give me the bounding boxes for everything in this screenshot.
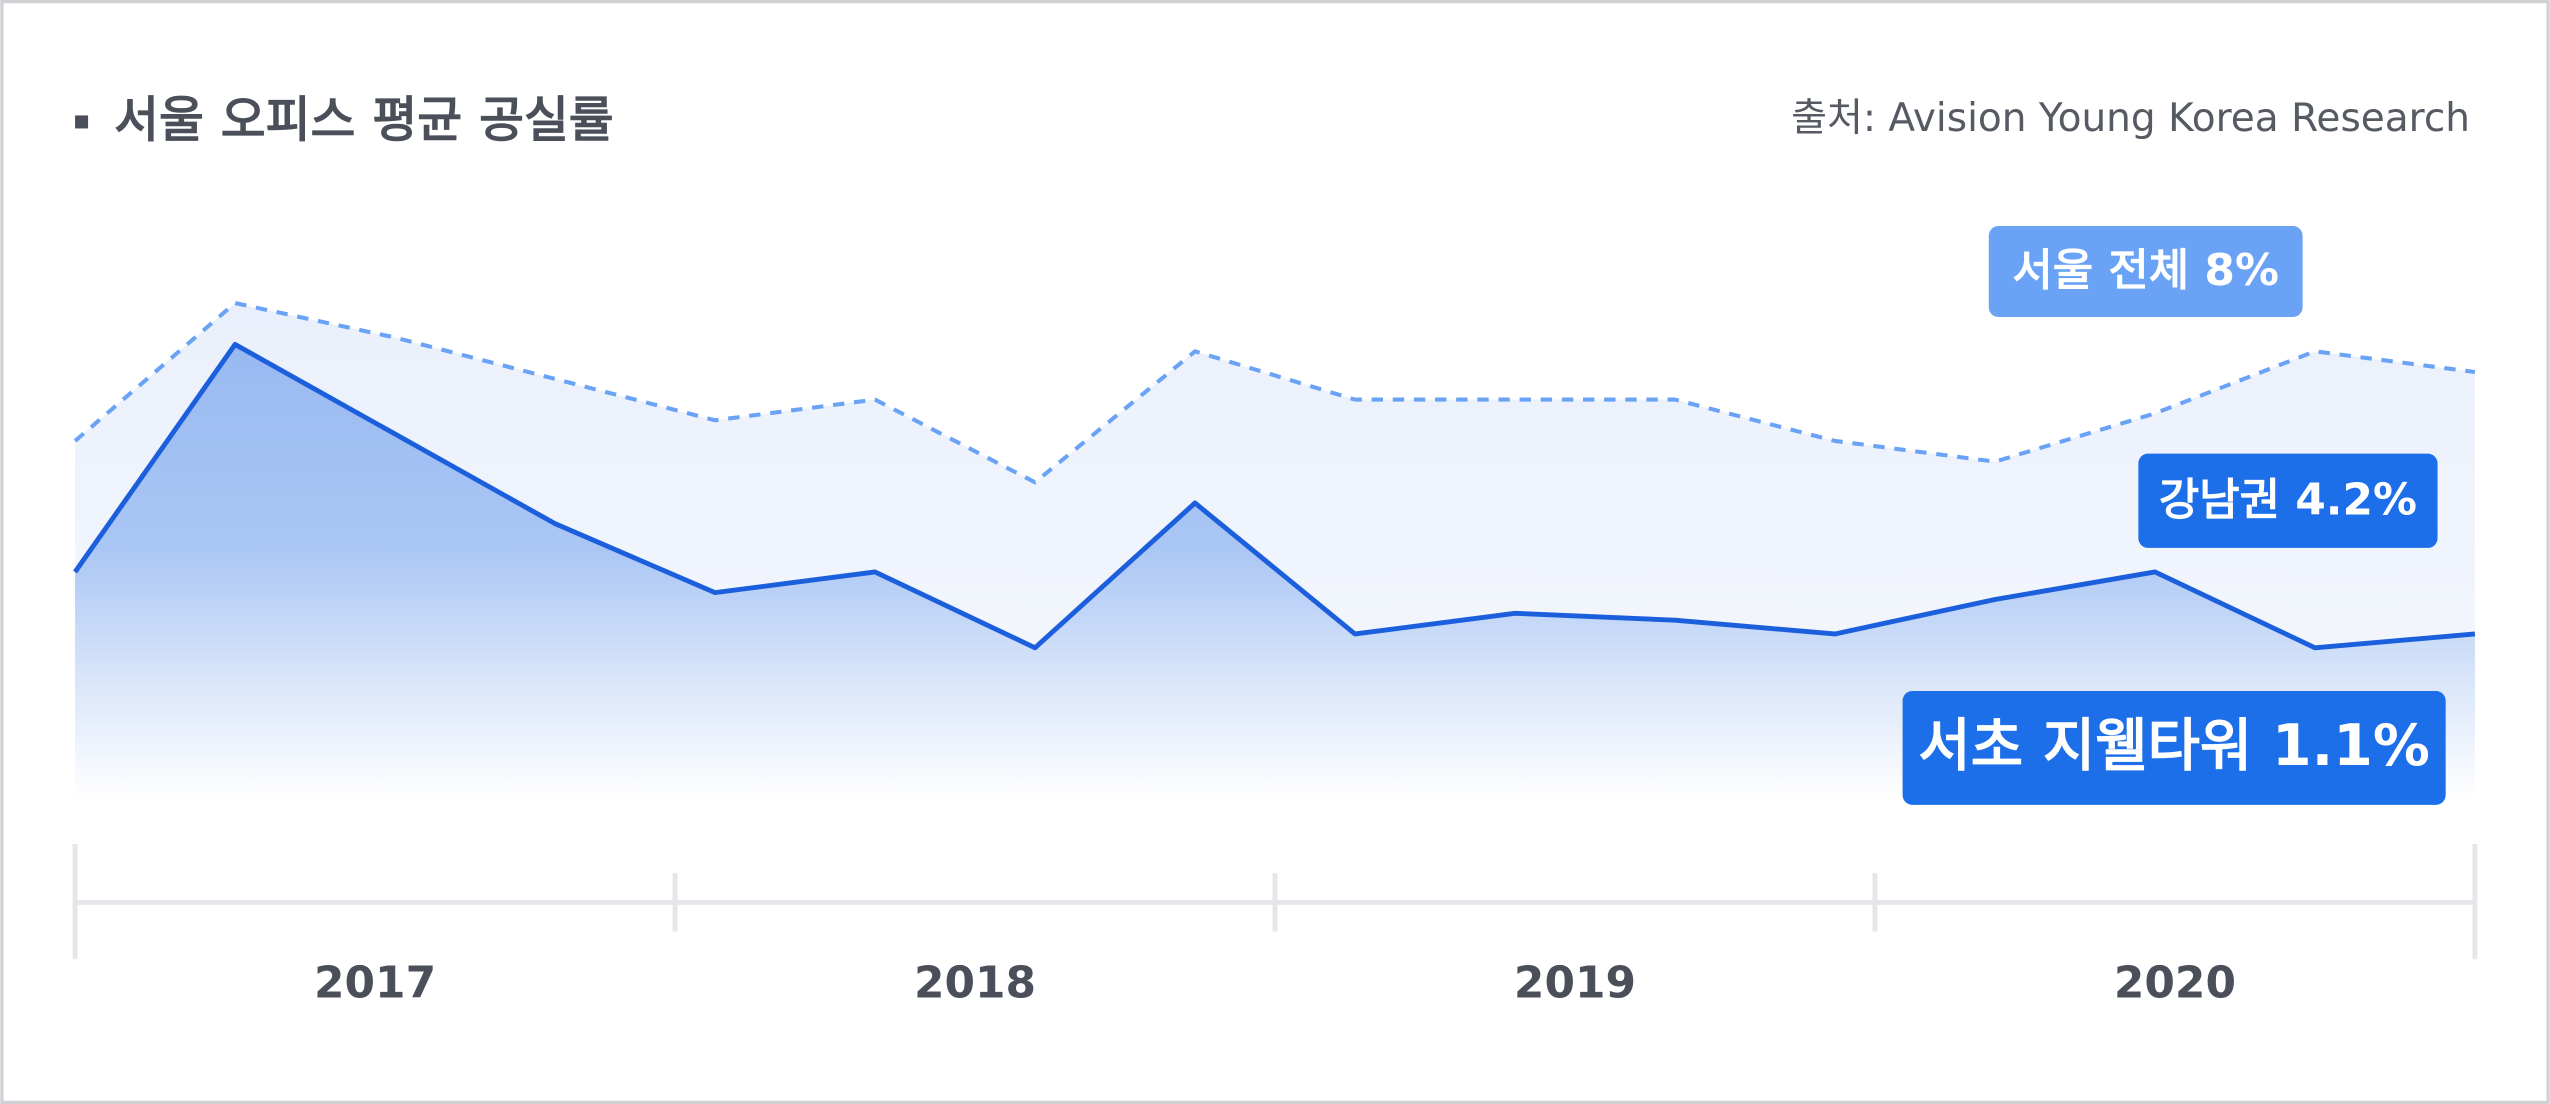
label-text: 강남권 4.2% bbox=[2159, 474, 2417, 525]
label-box bbox=[1902, 691, 2446, 805]
chart-title: 서울 오피스 평균 공실률 bbox=[114, 92, 614, 149]
label-box bbox=[1988, 226, 2303, 318]
line bbox=[73, 341, 2476, 651]
source: 출처: Avision Young Korea Research bbox=[1791, 96, 2470, 141]
label-box bbox=[2138, 453, 2438, 548]
label-text: 서울 전체 8% bbox=[2012, 245, 2278, 296]
title-bullet bbox=[75, 115, 89, 129]
x-group-label: 2017 bbox=[314, 957, 436, 1008]
line bbox=[73, 301, 2476, 485]
x-group-label: 2018 bbox=[914, 957, 1036, 1008]
label-text: 서초 지웰타워 1.1% bbox=[1918, 713, 2429, 779]
x-group-label: 2020 bbox=[2114, 957, 2236, 1008]
x-group-label: 2019 bbox=[1514, 957, 1636, 1008]
